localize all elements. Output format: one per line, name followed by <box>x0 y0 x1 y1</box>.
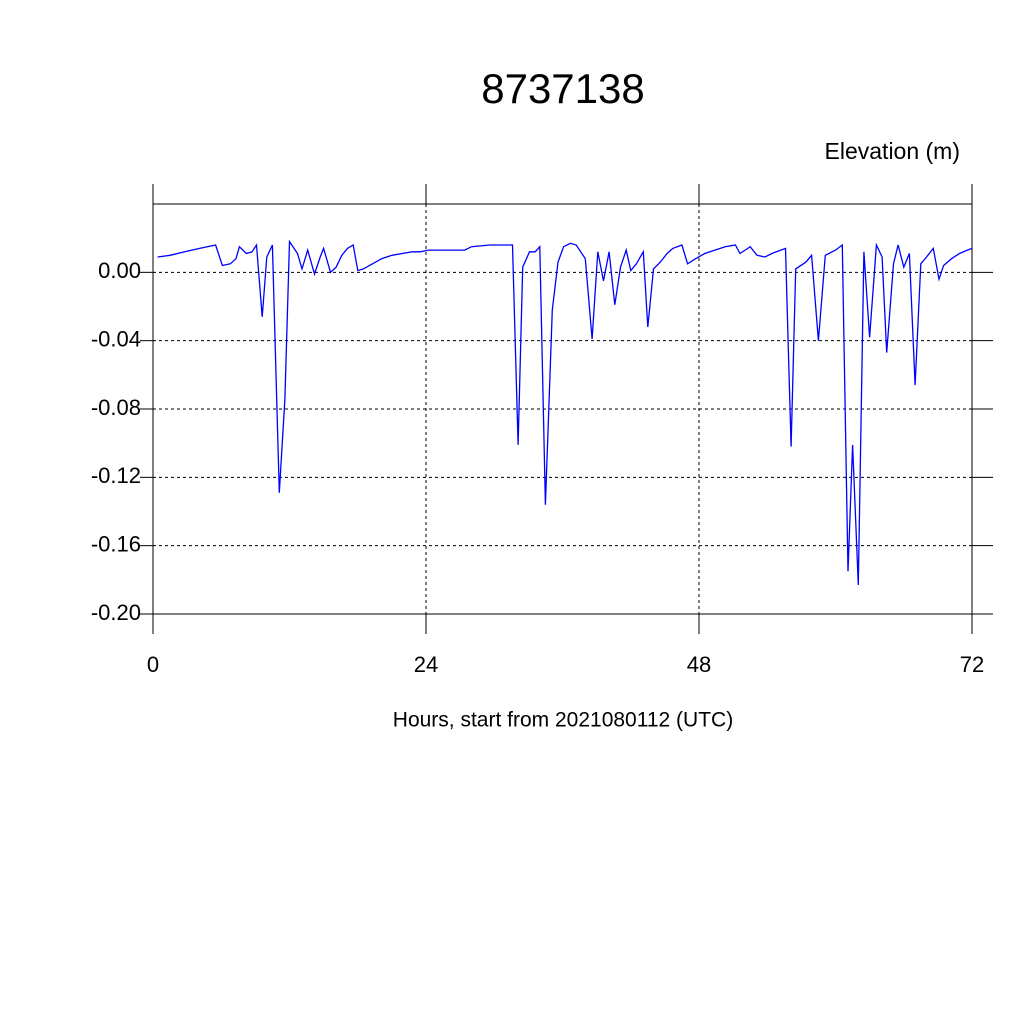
x-tick-label: 0 <box>147 652 159 677</box>
data-line <box>157 239 973 586</box>
y-tick-label: -0.16 <box>91 531 141 556</box>
y-tick-label: 0.00 <box>98 258 141 283</box>
x-tick-label: 48 <box>687 652 711 677</box>
x-axis-label: Hours, start from 2021080112 (UTC) <box>393 709 733 732</box>
y-axis-label: Elevation (m) <box>825 138 960 164</box>
x-tick-label: 24 <box>414 652 438 677</box>
y-tick-label: -0.12 <box>91 463 141 488</box>
chart-title: 8737138 <box>481 65 645 112</box>
y-tick-label: -0.08 <box>91 395 141 420</box>
x-tick-label: 72 <box>960 652 984 677</box>
y-tick-label: -0.04 <box>91 326 141 351</box>
y-tick-label: -0.20 <box>91 600 141 625</box>
